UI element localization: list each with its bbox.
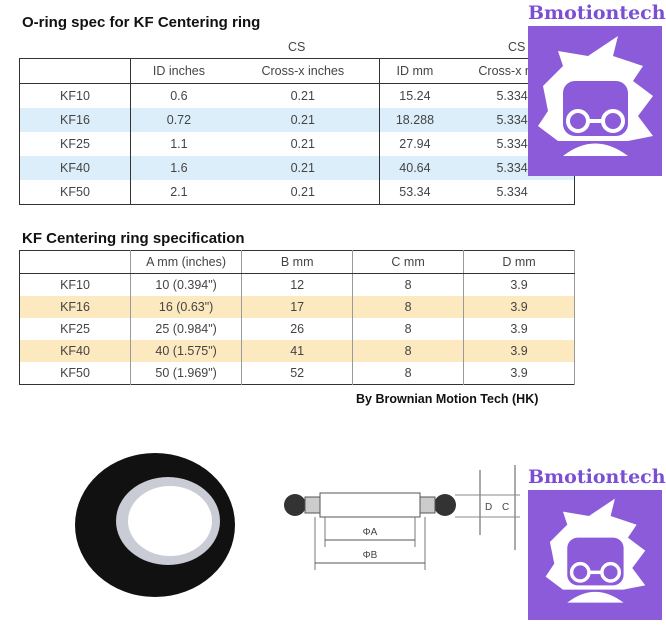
table-cell: 8 [352, 362, 465, 385]
table-cell: D mm [463, 250, 575, 274]
table-row: KF25 1.1 0.21 27.94 5.334 [19, 132, 575, 156]
table-row: KF16 0.72 0.21 18.288 5.334 [19, 108, 575, 132]
table-cell: B mm [241, 250, 354, 274]
ring-table-title: KF Centering ring specification [22, 230, 245, 247]
dim-c-label: C [502, 502, 509, 513]
table-cell: Cross-x inches [226, 58, 380, 84]
table-cell: 27.94 [399, 137, 431, 151]
table-cell: 17 [241, 296, 354, 318]
centering-ring-photo [75, 453, 235, 597]
table-cell: KF25 [19, 132, 131, 156]
table-cell: 3.9 [463, 318, 575, 340]
table-cell [19, 58, 131, 84]
table-cell: A mm (inches) [130, 250, 243, 274]
logo-name: Bmotiontech [528, 2, 666, 24]
table-cell: KF16 [19, 296, 132, 318]
table-cell: 1.1 [170, 137, 188, 151]
table-cell: C mm [352, 250, 465, 274]
logo-name: Bmotiontech [528, 466, 666, 488]
table-cell: KF10 [19, 83, 131, 108]
table-cell: 8 [352, 318, 465, 340]
table-cell: 40.64 [379, 156, 451, 180]
table-cell: 0.21 [226, 180, 380, 205]
table-row: KF40 40 (1.575") 41 8 3.9 [19, 340, 575, 362]
table-cell: 10 (0.394") [130, 273, 243, 296]
table-cell: 26 [241, 318, 354, 340]
table-cell: KF40 [19, 156, 131, 180]
table-cell: 3.9 [463, 296, 575, 318]
table-cell: 25 (0.984") [130, 318, 243, 340]
table-cell: 3.9 [463, 362, 575, 385]
table-cell: 5.334 [496, 185, 528, 199]
table-header-row: A mm (inches) B mm C mm D mm [19, 250, 575, 274]
table-cell: 1.6 [130, 156, 227, 180]
oring-spec-table: ID inches Cross-x inches ID mm Cross-x mm KF… [19, 58, 575, 205]
table-cell: 15.24 [399, 89, 431, 103]
table-cell: 8 [352, 296, 465, 318]
table-cell: 16 (0.63") [130, 296, 243, 318]
table-cell: 50 (1.969") [130, 362, 243, 385]
table-cell: 0.72 [130, 108, 227, 132]
ring-cross-section-diagram: ΦA ΦB D C [284, 465, 520, 570]
table-row: KF16 16 (0.63") 17 8 3.9 [19, 296, 575, 318]
table-cell [19, 250, 132, 274]
table-cell: 52 [241, 362, 354, 385]
table-cell: 2.1 [170, 185, 188, 199]
brand-logo-bottom: Bmotiontech [528, 466, 666, 620]
table-row: KF10 10 (0.394") 12 8 3.9 [19, 273, 575, 296]
oring-table-title: O-ring spec for KF Centering ring [22, 14, 261, 31]
table-cell: 41 [241, 340, 354, 362]
table-cell: 8 [352, 340, 465, 362]
table-row: KF50 50 (1.969") 52 8 3.9 [19, 362, 575, 385]
dim-a-label: ΦA [363, 527, 378, 538]
cs-label: CS [288, 40, 306, 54]
logo-mascot [528, 26, 662, 176]
table-cell: ID mm [379, 58, 451, 84]
table-cell: 0.6 [170, 89, 188, 103]
table-cell: ID inches [130, 58, 227, 84]
brand-logo-top: Bmotiontech [528, 2, 666, 176]
table-cell: KF25 [19, 318, 132, 340]
table-cell: 0.21 [226, 83, 380, 108]
table-cell: 0.21 [226, 156, 380, 180]
table-cell: KF50 [19, 362, 132, 385]
cs-label: CS [508, 40, 526, 54]
table-cell: 5.334 [496, 137, 528, 151]
centering-ring-spec-table: A mm (inches) B mm C mm D mm KF10 10 (0.394")… [19, 250, 575, 385]
table-cell: 18.288 [379, 108, 451, 132]
table-cell: 40 (1.575") [130, 340, 243, 362]
table-row: KF40 1.6 0.21 40.64 5.334 [19, 156, 575, 180]
table-header-row: ID inches Cross-x inches ID mm Cross-x mm [19, 58, 575, 84]
table-cell: 8 [352, 273, 465, 296]
table-cell: 3.9 [463, 340, 575, 362]
table-cell: KF10 [19, 273, 132, 296]
table-cell: 0.21 [226, 108, 380, 132]
table-cell: 0.21 [226, 132, 380, 156]
dim-b-label: ΦB [363, 550, 378, 561]
table-row: KF10 0.6 0.21 15.24 5.334 [19, 83, 575, 108]
credit-text: By Brownian Motion Tech (HK) [356, 392, 539, 406]
table-cell: 3.9 [463, 273, 575, 296]
table-cell: 12 [241, 273, 354, 296]
table-row: KF25 25 (0.984") 26 8 3.9 [19, 318, 575, 340]
table-cell: KF40 [19, 340, 132, 362]
dim-d-label: D [485, 502, 492, 513]
table-cell: 53.34 [399, 185, 431, 199]
table-cell: 5.334 [496, 89, 528, 103]
table-row: KF50 2.1 0.21 53.34 5.334 [19, 180, 575, 205]
table-cell: KF50 [19, 180, 131, 205]
table-cell: KF16 [19, 108, 131, 132]
logo-mascot [528, 490, 662, 620]
